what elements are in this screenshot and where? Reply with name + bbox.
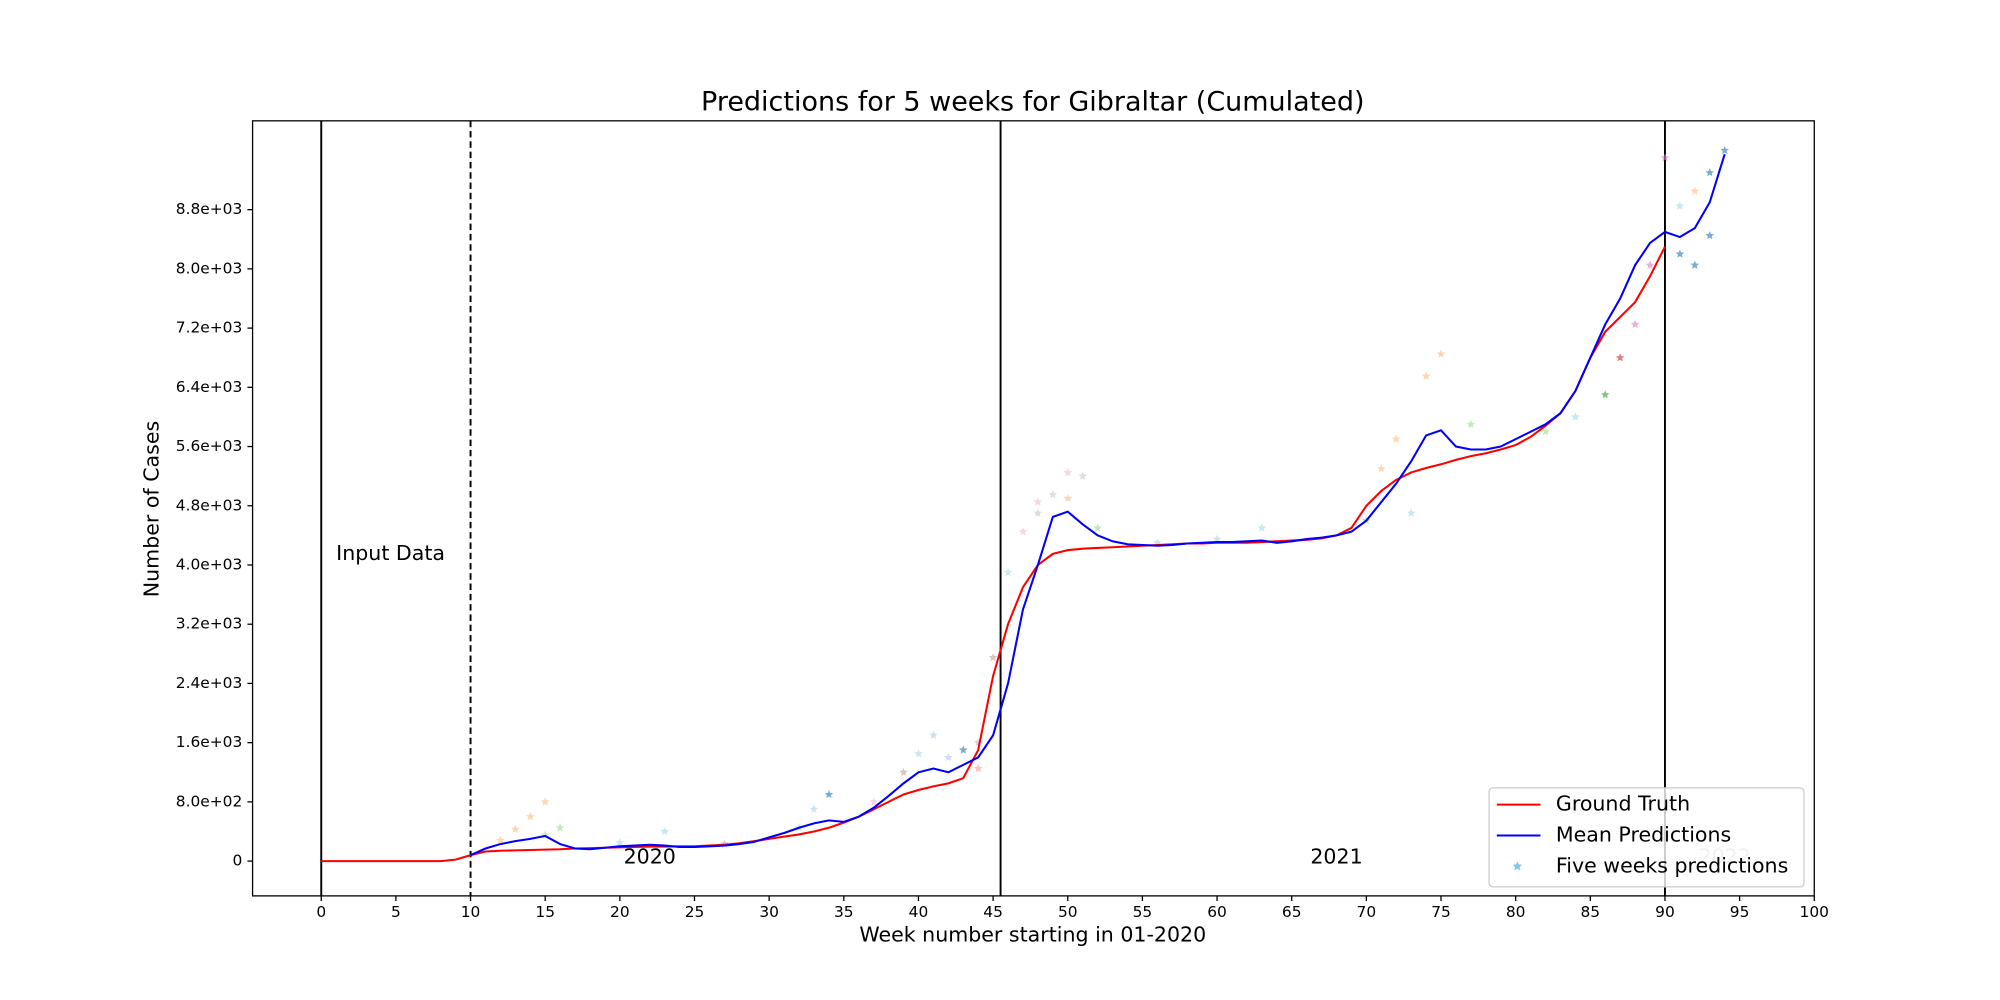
legend-box: [1488, 787, 1805, 888]
legend-marker: [1512, 861, 1523, 871]
prediction-star: [958, 745, 968, 754]
prediction-star: [1541, 427, 1550, 436]
prediction-star: [973, 764, 983, 773]
prediction-star: [988, 653, 998, 662]
x-tick-label: 50: [1058, 903, 1078, 921]
prediction-star: [1645, 260, 1655, 269]
legend-label: Five weeks predictions: [1556, 853, 1788, 877]
y-tick-label: 0: [232, 852, 242, 870]
prediction-star: [1003, 567, 1013, 577]
y-tick-label: 3.2e+03: [176, 615, 243, 633]
prediction-star: [555, 823, 565, 832]
y-tick-label: 8.0e+02: [176, 792, 243, 810]
annotation: 2020: [624, 844, 676, 868]
x-tick-label: 80: [1506, 903, 1526, 921]
y-tick-label: 8.0e+03: [176, 259, 243, 277]
x-axis-label: Week number starting in 01-2020: [859, 923, 1206, 947]
x-tick-label: 15: [535, 903, 555, 921]
prediction-star: [1063, 467, 1073, 477]
prediction-star: [869, 797, 878, 806]
x-tick-label: 85: [1581, 903, 1601, 921]
x-tick-label: 25: [685, 903, 705, 921]
legend-label: Ground Truth: [1556, 792, 1690, 816]
prediction-star: [899, 767, 908, 776]
y-tick-label: 1.6e+03: [176, 733, 243, 751]
prediction-star: [1377, 464, 1386, 473]
x-tick-label: 75: [1431, 903, 1451, 921]
legend-label: Mean Predictions: [1556, 822, 1731, 846]
x-tick-label: 55: [1133, 903, 1153, 921]
x-tick-label: 70: [1357, 903, 1377, 921]
prediction-star: [615, 838, 625, 847]
x-tick-label: 45: [983, 903, 1003, 921]
prediction-star: [929, 730, 938, 739]
prediction-star: [809, 804, 819, 813]
prediction-star: [1675, 249, 1685, 258]
prediction-star: [511, 824, 520, 833]
prediction-star: [914, 749, 923, 758]
annotation: 2021: [1310, 844, 1362, 868]
prediction-star: [1093, 523, 1102, 532]
prediction-star: [1078, 471, 1087, 480]
y-tick-label: 6.4e+03: [176, 378, 243, 396]
x-tick-label: 95: [1730, 903, 1750, 921]
x-tick-label: 60: [1207, 903, 1227, 921]
prediction-star: [1406, 508, 1416, 517]
prediction-star: [1705, 231, 1715, 240]
x-tick-label: 35: [834, 903, 854, 921]
prediction-star: [1720, 145, 1729, 155]
prediction-star: [1421, 371, 1431, 380]
prediction-star: [1257, 523, 1267, 532]
y-axis-label: Number of Cases: [139, 421, 163, 597]
x-tick-label: 90: [1655, 903, 1675, 921]
prediction-star: [1048, 490, 1058, 499]
x-tick-label: 100: [1800, 903, 1829, 921]
plot-frame: [251, 120, 1815, 897]
x-tick-label: 20: [610, 903, 630, 921]
y-tick-label: 4.0e+03: [176, 555, 243, 573]
x-tick-label: 65: [1282, 903, 1302, 921]
prediction-star: [1436, 349, 1446, 358]
prediction-star: [660, 826, 669, 836]
prediction-star: [1630, 319, 1640, 329]
prediction-star: [1705, 168, 1715, 177]
prediction-star: [1466, 419, 1476, 428]
plot-area: [320, 120, 1729, 896]
prediction-star: [1391, 434, 1401, 443]
prediction-star: [525, 812, 535, 821]
prediction-star: [1212, 534, 1222, 543]
prediction-star: [1571, 412, 1580, 421]
y-tick-label: 8.8e+03: [176, 200, 243, 218]
prediction-star: [1660, 153, 1670, 162]
series-line: [321, 246, 1666, 863]
prediction-star: [1690, 260, 1700, 269]
x-tick-label: 0: [316, 903, 326, 921]
y-tick-label: 7.2e+03: [176, 319, 243, 337]
prediction-star: [1690, 186, 1700, 195]
y-tick-label: 4.8e+03: [176, 496, 243, 514]
prediction-star: [540, 797, 550, 806]
prediction-star: [1675, 201, 1685, 210]
x-tick-label: 40: [909, 903, 929, 921]
x-tick-label: 30: [759, 903, 779, 921]
prediction-star: [496, 835, 505, 845]
prediction-star: [1063, 493, 1073, 503]
annotation: Input Data: [336, 541, 445, 565]
prediction-star: [944, 752, 953, 762]
prediction-star: [1615, 353, 1625, 362]
y-tick-label: 5.6e+03: [176, 437, 243, 455]
prediction-star: [1033, 497, 1043, 506]
prediction-star: [824, 789, 834, 799]
prediction-star: [1033, 508, 1043, 517]
series-line: [470, 153, 1726, 857]
y-tick-label: 2.4e+03: [176, 674, 243, 692]
prediction-star: [1600, 390, 1610, 399]
x-tick-label: 10: [461, 903, 481, 921]
x-tick-label: 5: [391, 903, 401, 921]
prediction-star: [1018, 527, 1028, 536]
chart-title: Predictions for 5 weeks for Gibraltar (C…: [701, 86, 1365, 117]
